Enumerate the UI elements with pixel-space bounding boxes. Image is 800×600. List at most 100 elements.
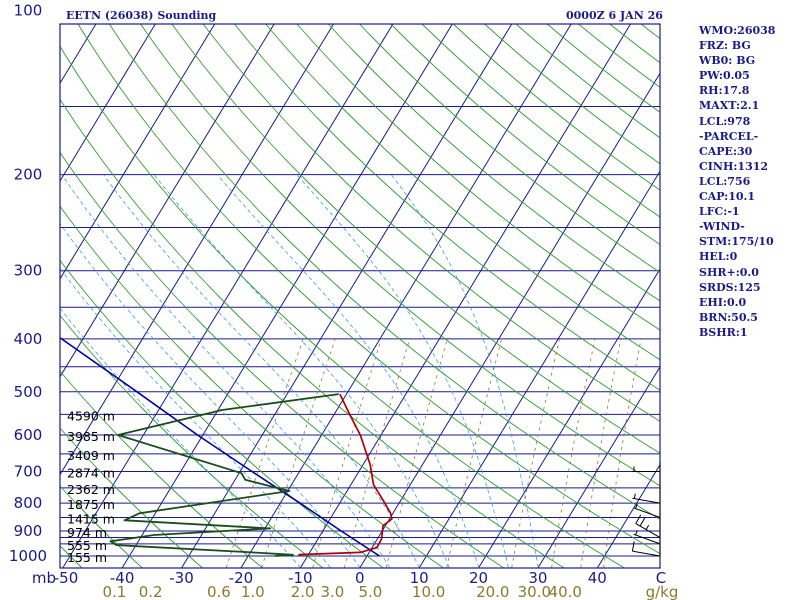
stat-item: PW:0.05 <box>699 69 750 83</box>
observation-time: 0000Z 6 JAN 26 <box>566 9 663 22</box>
temperature-tick-label: 10 <box>410 569 429 587</box>
dry-adiabat <box>60 314 324 568</box>
sounding-indices-panel: WMO:26038 FRZ: BG WB0: BG PW:0.05 RH:17.8 MAX… <box>699 23 775 340</box>
mixing-ratio-tick-label: 20.0 <box>476 583 509 600</box>
chart-title: EETN (26038) Sounding <box>66 9 217 22</box>
pressure-tick-label: 600 <box>14 426 43 444</box>
height-label: 155 m <box>67 550 107 565</box>
temperature-tick-label: -40 <box>110 569 135 587</box>
stat-item: LFC:-1 <box>699 205 740 219</box>
parcel-trace <box>60 336 380 557</box>
isotherm-line <box>181 24 513 568</box>
wind-barb <box>632 550 661 557</box>
height-label: 3985 m <box>67 429 115 444</box>
mixing-ratio-tick-label: 30.0 <box>518 583 551 600</box>
dry-adiabat <box>390 24 660 246</box>
dry-adiabat <box>609 24 660 64</box>
mixing-ratio-line <box>312 338 382 568</box>
stat-item: CINH:1312 <box>699 159 769 173</box>
stat-item: CAPE:30 <box>699 144 753 158</box>
dry-adiabat <box>77 24 660 555</box>
moist-adiabat <box>216 174 480 568</box>
dry-adiabat <box>60 151 505 568</box>
wind-barb <box>635 523 661 538</box>
stat-item: BRN:50.5 <box>699 310 758 324</box>
mixing-ratio-tick-label: 2.0 <box>291 583 315 600</box>
pressure-tick-label: 300 <box>14 262 43 280</box>
temperature-tick-label: 20 <box>469 569 488 587</box>
wind-barb <box>632 497 661 504</box>
dry-adiabat <box>202 24 660 422</box>
stat-item: FRZ: BG <box>699 39 751 53</box>
height-label: 2362 m <box>67 482 115 497</box>
dry-adiabat <box>109 24 660 520</box>
dry-adiabat <box>140 24 660 487</box>
temperature-tick-label: -50 <box>54 569 79 587</box>
temperature-tick-label: -10 <box>288 569 313 587</box>
wind-barb-feather <box>635 514 642 524</box>
stat-item: EHI:0.0 <box>699 295 747 309</box>
mixing-ratio-unit-label: g/kg <box>646 583 679 600</box>
height-label: 1415 m <box>67 511 115 526</box>
stat-item: SRDS:125 <box>699 280 761 294</box>
moist-adiabat <box>60 223 361 568</box>
pressure-tick-label: 100 <box>14 1 43 19</box>
dry-adiabat <box>60 259 384 568</box>
stat-item: HEL:0 <box>699 250 738 264</box>
dry-adiabat <box>578 24 660 88</box>
mixing-ratio-line <box>603 338 642 568</box>
isotherm-line <box>60 24 275 378</box>
wind-barb-half-feather <box>633 493 636 499</box>
height-label: 555 m <box>67 538 107 553</box>
moist-adiabat <box>390 174 539 568</box>
isotherm-line <box>478 268 660 568</box>
isotherm-line <box>240 24 572 568</box>
stat-item: -WIND- <box>699 220 745 234</box>
stat-item: STM:175/10 <box>699 235 774 249</box>
dry-adiabat <box>60 370 264 568</box>
stat-item: WMO:26038 <box>699 24 776 37</box>
pressure-tick-label: 800 <box>14 494 43 512</box>
wind-barb-half-feather <box>635 503 638 509</box>
moist-adiabat <box>60 267 331 568</box>
dry-adiabat <box>60 98 565 568</box>
stat-item: MAXT:2.1 <box>699 99 760 113</box>
isotherm-line <box>121 24 453 568</box>
temperature-tick-label: 40 <box>588 569 607 587</box>
dewpoint-trace <box>109 393 339 557</box>
mixing-ratio-line <box>551 338 596 568</box>
stat-item: RH:17.8 <box>699 84 750 98</box>
height-label: 974 m <box>67 525 107 540</box>
dry-adiabat <box>296 24 660 331</box>
mixing-ratio-line <box>226 338 304 568</box>
pressure-tick-label: 200 <box>14 166 43 184</box>
isotherm-line <box>596 463 660 568</box>
isotherm-line <box>359 72 660 568</box>
plot-frame <box>59 23 661 569</box>
mixing-ratio-tick-label: 1.0 <box>241 583 265 600</box>
mixing-ratio-tick-label: 10.0 <box>412 583 445 600</box>
dry-adiabat <box>421 24 660 218</box>
temperature-tick-label: 0 <box>355 569 365 587</box>
mixing-ratio-tick-label: 0.2 <box>139 583 163 600</box>
mixing-ratio-line <box>511 338 560 568</box>
dry-adiabat <box>0 24 22 568</box>
isotherm-line <box>62 24 394 568</box>
stat-item: LCL:978 <box>699 114 751 128</box>
stat-item: WB0: BG <box>699 54 756 68</box>
mixing-ratio-tick-label: 5.0 <box>358 583 382 600</box>
dry-adiabat <box>735 24 800 568</box>
dry-adiabat <box>359 24 660 273</box>
dry-adiabat <box>640 24 660 40</box>
pressure-tick-label: 400 <box>14 330 43 348</box>
temperature-tick-label: -20 <box>229 569 254 587</box>
dry-adiabat <box>453 24 660 191</box>
wind-barb <box>633 507 661 518</box>
dry-adiabat <box>234 24 660 391</box>
stat-item: LCL:756 <box>699 174 751 188</box>
stat-item: BSHR:1 <box>699 325 748 339</box>
pressure-tick-label: 1000 <box>9 547 47 565</box>
dry-adiabat <box>515 24 660 139</box>
pressure-tick-label: 500 <box>14 383 43 401</box>
